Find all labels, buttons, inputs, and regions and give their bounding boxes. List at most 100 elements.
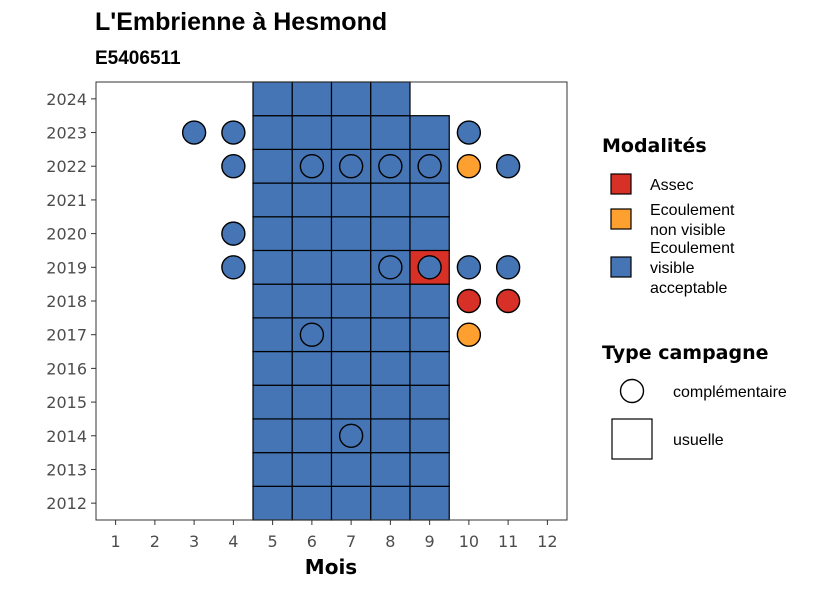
point-complementaire-2019-4	[221, 255, 246, 280]
tile-usuelle-2024-5	[252, 81, 293, 117]
point-complementaire-2023-4	[221, 120, 246, 145]
x-tick-label-11: 11	[498, 532, 518, 551]
tile-usuelle-2015-6	[291, 384, 333, 420]
tile-usuelle-2013-9	[409, 452, 450, 487]
y-tick-label-2022: 2022	[46, 157, 87, 176]
tile-usuelle-2023-7	[330, 115, 372, 150]
tile-usuelle-2016-8	[370, 350, 411, 386]
tile-usuelle-2012-6	[291, 485, 333, 521]
point-complementaire-2019-10	[456, 255, 482, 280]
point-complementaire-2014-7	[338, 423, 364, 448]
legend-key-usuelle	[611, 418, 653, 460]
legend-label-complementaire: complémentaire	[673, 384, 787, 401]
tile-usuelle-2023-6	[291, 115, 333, 150]
tile-usuelle-2020-5	[252, 216, 293, 252]
y-tick-label-2016: 2016	[46, 359, 87, 378]
tile-usuelle-2014-6	[291, 418, 333, 454]
chart-subtitle: E5406511	[95, 48, 181, 69]
tile-usuelle-2013-8	[370, 452, 411, 487]
tile-usuelle-2016-6	[291, 350, 333, 386]
tile-usuelle-2017-7	[330, 317, 372, 353]
point-complementaire-2022-10	[456, 154, 482, 179]
tile-usuelle-2022-5	[252, 148, 293, 184]
tile-usuelle-2016-5	[252, 350, 293, 386]
tile-usuelle-2021-8	[370, 182, 411, 218]
point-complementaire-2022-9	[417, 154, 442, 179]
tile-usuelle-2018-9	[409, 283, 450, 319]
tile-usuelle-2012-7	[330, 485, 372, 521]
point-complementaire-2023-10	[456, 120, 482, 145]
point-complementaire-2020-4	[221, 221, 246, 246]
tile-usuelle-2019-7	[330, 249, 372, 285]
y-tick-label-2012: 2012	[46, 494, 87, 513]
y-tick-label-2014: 2014	[46, 427, 87, 446]
chart-title: L'Embrienne à Hesmond	[95, 8, 387, 36]
tile-usuelle-2017-8	[370, 317, 411, 353]
point-complementaire-2017-6	[299, 322, 325, 347]
legend: Modalités Assec Ecoulement non visibleEcoul…	[602, 135, 787, 460]
tile-usuelle-2012-9	[409, 485, 450, 521]
y-tick-label-2023: 2023	[46, 124, 87, 143]
tile-usuelle-2017-9	[409, 317, 450, 353]
x-tick-label-8: 8	[385, 532, 395, 551]
y-tick-label-2013: 2013	[46, 460, 87, 479]
tile-usuelle-2018-5	[252, 283, 293, 319]
tile-usuelle-2016-9	[409, 350, 450, 386]
tile-usuelle-2020-8	[370, 216, 411, 252]
x-tick-label-9: 9	[425, 532, 435, 551]
tile-usuelle-2013-6	[291, 452, 333, 487]
y-tick-label-2024: 2024	[46, 90, 87, 109]
legend-label-assec: Assec	[650, 177, 694, 194]
point-complementaire-2019-11	[495, 255, 521, 280]
point-complementaire-2018-11	[495, 288, 521, 314]
point-complementaire-2022-11	[495, 154, 521, 179]
tile-usuelle-2024-6	[291, 81, 333, 117]
legend-key-assec	[610, 173, 632, 195]
tile-usuelle-2012-8	[370, 485, 411, 521]
tile-usuelle-2014-5	[252, 418, 293, 454]
x-tick-label-4: 4	[228, 532, 238, 551]
tile-usuelle-2013-7	[330, 452, 372, 487]
y-tick-label-2019: 2019	[46, 258, 87, 277]
legend-label-ecoulement_non_visible: Ecoulement non visible	[650, 202, 735, 239]
tile-usuelle-2021-5	[252, 182, 293, 218]
tile-usuelle-2023-9	[409, 115, 450, 150]
tile-usuelle-2019-5	[252, 249, 293, 285]
y-tick-label-2020: 2020	[46, 225, 87, 244]
tile-usuelle-2014-9	[409, 418, 450, 454]
tile-usuelle-2018-8	[370, 283, 411, 319]
x-tick-label-12: 12	[537, 532, 557, 551]
tile-usuelle-2019-6	[291, 249, 333, 285]
x-tick-label-2: 2	[150, 532, 160, 551]
tile-usuelle-2017-5	[252, 317, 293, 353]
point-complementaire-2023-3	[181, 120, 207, 145]
x-tick-label-6: 6	[307, 532, 317, 551]
tile-usuelle-2020-9	[409, 216, 450, 252]
tile-usuelle-2020-6	[291, 216, 333, 252]
tile-usuelle-2021-7	[330, 182, 372, 218]
tile-usuelle-2024-7	[330, 81, 372, 117]
x-tick-label-7: 7	[346, 532, 356, 551]
point-complementaire-2019-9	[417, 255, 442, 280]
tile-usuelle-2015-5	[252, 384, 293, 420]
tile-usuelle-2013-5	[252, 452, 293, 487]
tile-usuelle-2023-8	[370, 115, 411, 150]
tile-usuelle-2024-8	[370, 81, 411, 117]
tile-usuelle-2015-7	[330, 384, 372, 420]
x-tick-label-1: 1	[111, 532, 121, 551]
tile-usuelle-2014-8	[370, 418, 411, 454]
point-complementaire-2019-8	[378, 255, 403, 280]
point-complementaire-2022-8	[378, 154, 403, 179]
legend-label-ecoulement_visible: Ecoulement visible acceptable	[650, 240, 735, 297]
tile-usuelle-2018-7	[330, 283, 372, 319]
legend-key-complementaire	[619, 378, 645, 404]
tile-usuelle-2021-6	[291, 182, 333, 218]
y-tick-label-2017: 2017	[46, 326, 87, 345]
x-tick-label-10: 10	[459, 532, 479, 551]
tile-usuelle-2021-9	[409, 182, 450, 218]
x-tick-label-5: 5	[268, 532, 278, 551]
x-tick-label-3: 3	[189, 532, 199, 551]
point-complementaire-2022-7	[338, 154, 364, 179]
tile-usuelle-2012-5	[252, 485, 293, 521]
